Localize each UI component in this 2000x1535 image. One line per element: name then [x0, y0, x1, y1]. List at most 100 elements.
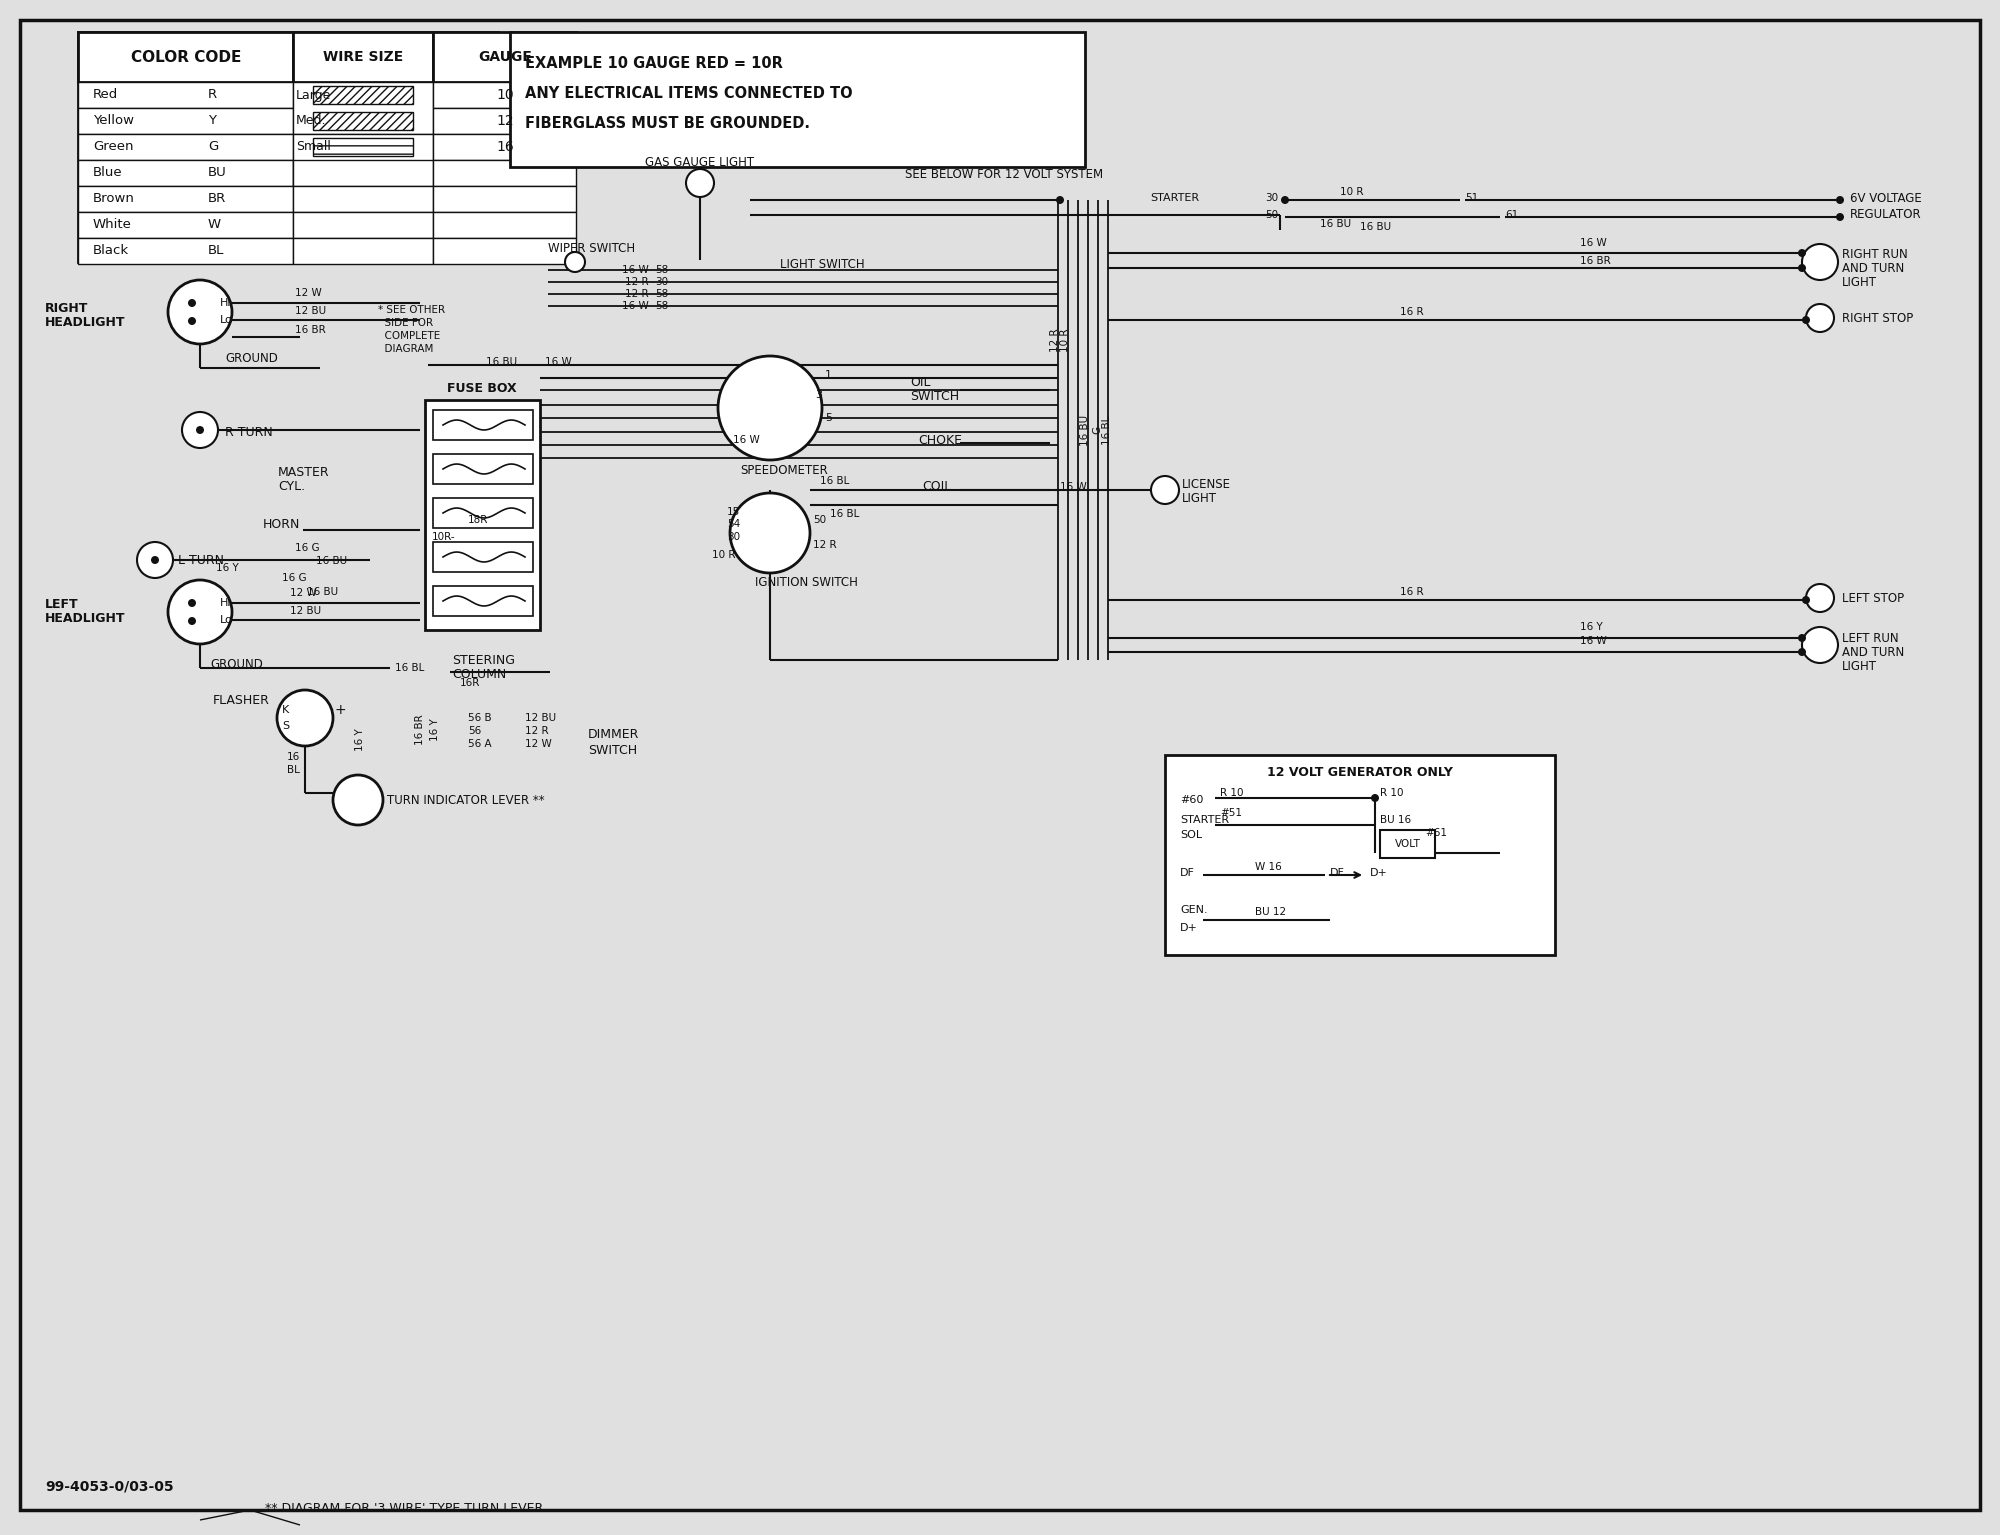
Text: Med.: Med. — [296, 115, 326, 127]
Text: 16 BU: 16 BU — [316, 556, 348, 566]
Text: CHOKE: CHOKE — [918, 433, 962, 447]
Text: HORN: HORN — [264, 519, 300, 531]
Text: VOLT: VOLT — [1396, 840, 1420, 849]
Text: BU 16: BU 16 — [1380, 815, 1412, 824]
Text: GAS GAUGE LIGHT: GAS GAUGE LIGHT — [646, 155, 754, 169]
Circle shape — [1836, 196, 1844, 204]
Text: BU: BU — [208, 166, 226, 180]
Circle shape — [332, 775, 384, 824]
Text: S: S — [282, 721, 290, 731]
Text: 16 R: 16 R — [1400, 307, 1424, 318]
Circle shape — [188, 299, 196, 307]
Bar — [432, 497, 532, 528]
Text: Green: Green — [92, 141, 134, 154]
Text: DIMMER: DIMMER — [588, 729, 640, 741]
Bar — [292, 32, 432, 81]
Circle shape — [188, 599, 196, 606]
Text: L TURN: L TURN — [178, 554, 224, 566]
Text: 16 BL: 16 BL — [830, 510, 860, 519]
Text: 16 BU: 16 BU — [1320, 220, 1352, 229]
Bar — [432, 186, 576, 212]
Text: FLASHER: FLASHER — [214, 694, 270, 706]
Text: 16: 16 — [286, 752, 300, 761]
Text: 61: 61 — [1506, 210, 1518, 220]
Text: Yellow: Yellow — [92, 115, 134, 127]
Text: 1: 1 — [826, 370, 832, 381]
Text: GEN.: GEN. — [1180, 906, 1208, 915]
Circle shape — [188, 617, 196, 625]
Bar — [432, 81, 576, 107]
Text: R 10: R 10 — [1380, 787, 1404, 798]
Text: 16 BU: 16 BU — [308, 586, 338, 597]
Bar — [78, 81, 292, 107]
Bar — [292, 134, 432, 186]
Bar — [510, 32, 1084, 167]
Circle shape — [182, 411, 218, 448]
Text: 16 BU: 16 BU — [1080, 414, 1090, 445]
Text: COLUMN: COLUMN — [452, 669, 506, 682]
Text: WIRE SIZE: WIRE SIZE — [322, 51, 404, 64]
Bar — [432, 134, 576, 160]
Text: 16 W: 16 W — [544, 358, 572, 367]
Text: R TURN: R TURN — [224, 425, 272, 439]
Circle shape — [188, 318, 196, 325]
Bar — [432, 238, 576, 264]
Circle shape — [1056, 196, 1064, 204]
Circle shape — [1372, 794, 1380, 801]
Circle shape — [1798, 648, 1806, 655]
Text: Red: Red — [92, 89, 118, 101]
Text: 16 Y: 16 Y — [430, 718, 440, 741]
Circle shape — [1806, 304, 1834, 332]
Text: * SEE OTHER: * SEE OTHER — [378, 305, 446, 315]
Text: 16 W: 16 W — [1580, 238, 1606, 249]
Text: W: W — [208, 218, 222, 232]
Text: ** DIAGRAM FOR '3 WIRE' TYPE TURN LEVER: ** DIAGRAM FOR '3 WIRE' TYPE TURN LEVER — [264, 1501, 544, 1515]
Text: Y: Y — [208, 115, 216, 127]
Text: 16: 16 — [496, 140, 514, 154]
Text: BR: BR — [208, 192, 226, 206]
Text: 16 BL: 16 BL — [396, 663, 424, 672]
Bar — [78, 186, 292, 212]
Text: 99-4053-0/03-05: 99-4053-0/03-05 — [44, 1480, 174, 1494]
Circle shape — [1798, 249, 1806, 256]
Text: 18R: 18R — [468, 516, 488, 525]
Text: IGNITION SWITCH: IGNITION SWITCH — [756, 577, 858, 589]
Text: 54: 54 — [726, 519, 740, 530]
Bar — [432, 32, 576, 81]
Text: 16 W: 16 W — [1580, 635, 1606, 646]
Circle shape — [152, 556, 160, 563]
Text: K: K — [282, 705, 290, 715]
Text: 16 W: 16 W — [734, 434, 760, 445]
Text: RIGHT RUN: RIGHT RUN — [1842, 249, 1908, 261]
Bar — [1164, 755, 1556, 955]
Text: Small: Small — [296, 141, 330, 154]
Text: +: + — [334, 703, 346, 717]
Text: 12 R: 12 R — [626, 289, 648, 299]
Text: 12 BU: 12 BU — [290, 606, 322, 616]
Text: 16 W: 16 W — [622, 266, 648, 275]
Text: HEADLIGHT: HEADLIGHT — [44, 612, 126, 625]
Bar — [432, 107, 576, 134]
Text: 16R: 16R — [460, 678, 480, 688]
Text: 12 BU: 12 BU — [296, 305, 326, 316]
Text: SWITCH: SWITCH — [588, 743, 638, 757]
Circle shape — [136, 542, 174, 579]
Text: LEFT: LEFT — [44, 599, 78, 611]
Circle shape — [196, 427, 204, 434]
Text: 16 BL: 16 BL — [1102, 416, 1112, 445]
Text: DIAGRAM: DIAGRAM — [378, 344, 434, 355]
Text: 12 W: 12 W — [296, 289, 322, 298]
Bar — [78, 107, 292, 134]
Bar — [432, 454, 532, 484]
Text: 16 G: 16 G — [282, 573, 306, 583]
Text: 16 W: 16 W — [622, 301, 648, 312]
Text: 16 BL: 16 BL — [820, 476, 850, 487]
Text: BL: BL — [286, 764, 300, 775]
Bar — [292, 160, 432, 186]
Text: Brown: Brown — [92, 192, 134, 206]
Text: 6V VOLTAGE: 6V VOLTAGE — [1850, 192, 1922, 204]
Text: 16 BR: 16 BR — [416, 715, 424, 746]
Text: G: G — [208, 141, 218, 154]
Text: STARTER: STARTER — [1150, 193, 1200, 203]
Text: GAUGE: GAUGE — [478, 51, 532, 64]
